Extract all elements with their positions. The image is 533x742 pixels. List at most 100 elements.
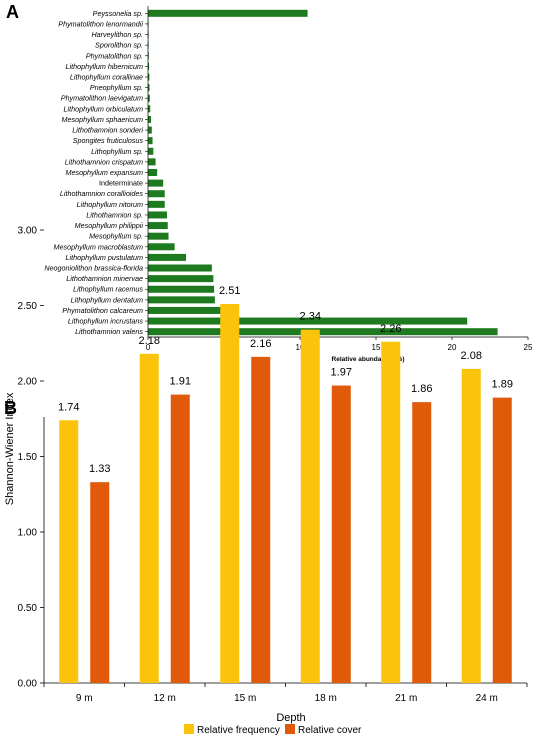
category-label: Lithophyllum racemus xyxy=(73,285,143,294)
category-label: Lithothamnion sp. xyxy=(86,210,143,219)
x-tick-label: 20 xyxy=(448,343,457,352)
data-label: 2.51 xyxy=(219,285,240,297)
frequency-bar-3 xyxy=(300,329,320,683)
data-label: 2.16 xyxy=(250,338,271,350)
cover-bar-4 xyxy=(412,402,432,683)
x-tick-label: 9 m xyxy=(76,693,93,704)
data-label: 1.74 xyxy=(58,401,79,413)
category-label: Peyssonelia sp. xyxy=(93,9,143,18)
data-label: 1.89 xyxy=(492,379,513,391)
x-tick-label: 15 m xyxy=(234,693,256,704)
x-tick-label: 24 m xyxy=(476,693,498,704)
x-tick-label: 15 xyxy=(372,343,381,352)
category-label: Lithophyllum hibernicum xyxy=(65,62,143,71)
bar-21 xyxy=(148,232,169,240)
x-tick-label: 21 m xyxy=(395,693,417,704)
category-label: Phymatolithon sp. xyxy=(86,51,143,60)
bar-6 xyxy=(148,73,150,81)
category-label: Harveylithon sp. xyxy=(91,30,143,39)
bar-17 xyxy=(148,190,165,198)
shannon-wiener-chart: 0.00 0.50 1.00 1.50 2.00 2.50 3.00 9 m 1.74 1.33 1… xyxy=(4,226,528,736)
bar-18 xyxy=(148,200,165,208)
bar-22 xyxy=(148,243,175,251)
category-label: Phymatolithon laevigatum xyxy=(61,94,143,103)
cover-bar-0 xyxy=(90,482,110,683)
category-label: Pneophyllum sp. xyxy=(90,83,143,92)
frequency-bar-2 xyxy=(220,303,240,683)
x-tick-label: 12 m xyxy=(154,693,176,704)
relative-abundance-chart: Peyssonelia sp.Phymatolithon lenormandii… xyxy=(44,6,533,363)
legend-label-frequency: Relative frequency xyxy=(197,725,280,736)
category-label: Lithothamnion valens xyxy=(75,327,143,336)
bar-5 xyxy=(148,62,150,70)
y-tick-label: 0.50 xyxy=(18,603,38,614)
y-tick-label: 0.00 xyxy=(18,679,38,690)
y-tick-label: 1.00 xyxy=(18,528,38,539)
category-label: Lithophyllum dentatum xyxy=(71,295,143,304)
y-axis-title: Shannon-Wiener Index xyxy=(4,392,16,505)
legend-swatch-cover xyxy=(285,724,295,734)
category-label: Lithothamnion crispatum xyxy=(65,157,143,166)
category-label: Mesophyllum philippii xyxy=(75,221,144,230)
category-label: Lithophyllum pustulatum xyxy=(65,253,143,262)
data-label: 1.91 xyxy=(170,376,191,388)
y-tick-label: 2.50 xyxy=(18,301,38,312)
bar-8 xyxy=(148,94,150,102)
frequency-bar-1 xyxy=(139,353,159,683)
bar-14 xyxy=(148,158,156,166)
x-axis-title: Depth xyxy=(276,712,305,724)
frequency-bar-4 xyxy=(381,341,401,683)
bar-0 xyxy=(148,9,308,17)
category-label: Lithothamnion sonderi xyxy=(72,126,143,135)
bar-11 xyxy=(148,126,152,134)
category-label: Phymatolithon calcareum xyxy=(62,306,143,315)
bar-30 xyxy=(148,328,498,336)
bar-13 xyxy=(148,147,154,155)
bar-9 xyxy=(148,105,151,113)
frequency-bar-0 xyxy=(59,420,79,683)
bar-15 xyxy=(148,168,158,177)
bar-27 xyxy=(148,296,215,304)
x-tick-label: 10 xyxy=(296,343,305,352)
legend-swatch-frequency xyxy=(184,724,194,734)
data-label: 1.33 xyxy=(89,463,110,475)
panel-b-letter: B xyxy=(4,398,17,418)
y-tick-label: 1.50 xyxy=(18,452,38,463)
frequency-bar-5 xyxy=(461,368,481,683)
bar-28 xyxy=(148,306,221,314)
bar-19 xyxy=(148,211,167,219)
x-tick-label: 0 xyxy=(146,343,151,352)
bar-12 xyxy=(148,137,153,145)
category-label: Sporolithon sp. xyxy=(95,41,143,50)
bar-7 xyxy=(148,84,150,92)
category-label: Neogoniolithon brassica-florida xyxy=(44,264,143,273)
legend-label-cover: Relative cover xyxy=(298,725,362,736)
bar-26 xyxy=(148,285,215,293)
cover-bar-2 xyxy=(251,356,271,683)
data-label: 1.97 xyxy=(331,367,352,379)
cover-bar-3 xyxy=(331,385,351,683)
cover-bar-5 xyxy=(492,397,512,683)
category-label: Phymatolithon lenormandii xyxy=(58,19,143,28)
bar-24 xyxy=(148,264,212,272)
category-label: Mesophyllum sp. xyxy=(89,232,143,241)
x-tick-label: 25 xyxy=(524,343,533,352)
bar-20 xyxy=(148,222,168,230)
bar-29 xyxy=(148,317,468,325)
data-label: 2.08 xyxy=(461,350,482,362)
data-label: 2.34 xyxy=(300,311,321,323)
category-label: Lithophyllum nitorum xyxy=(77,200,143,209)
category-label: Lithophyllum orbiculatum xyxy=(63,104,143,113)
bar-10 xyxy=(148,115,152,123)
bar-4 xyxy=(148,52,149,60)
category-label: Mesophyllum expansum xyxy=(65,168,143,177)
y-tick-label: 3.00 xyxy=(18,226,38,237)
category-label: Lithophyllum corallinae xyxy=(70,72,143,81)
data-label: 1.86 xyxy=(411,383,432,395)
category-label: Lithophyllum incrustans xyxy=(68,317,144,326)
category-label: Indeterminate xyxy=(99,179,143,188)
bar-23 xyxy=(148,253,186,261)
data-label: 2.18 xyxy=(139,335,160,347)
panel-a-letter: A xyxy=(6,2,19,22)
category-label: Lithothamnion corallioides xyxy=(60,189,144,198)
